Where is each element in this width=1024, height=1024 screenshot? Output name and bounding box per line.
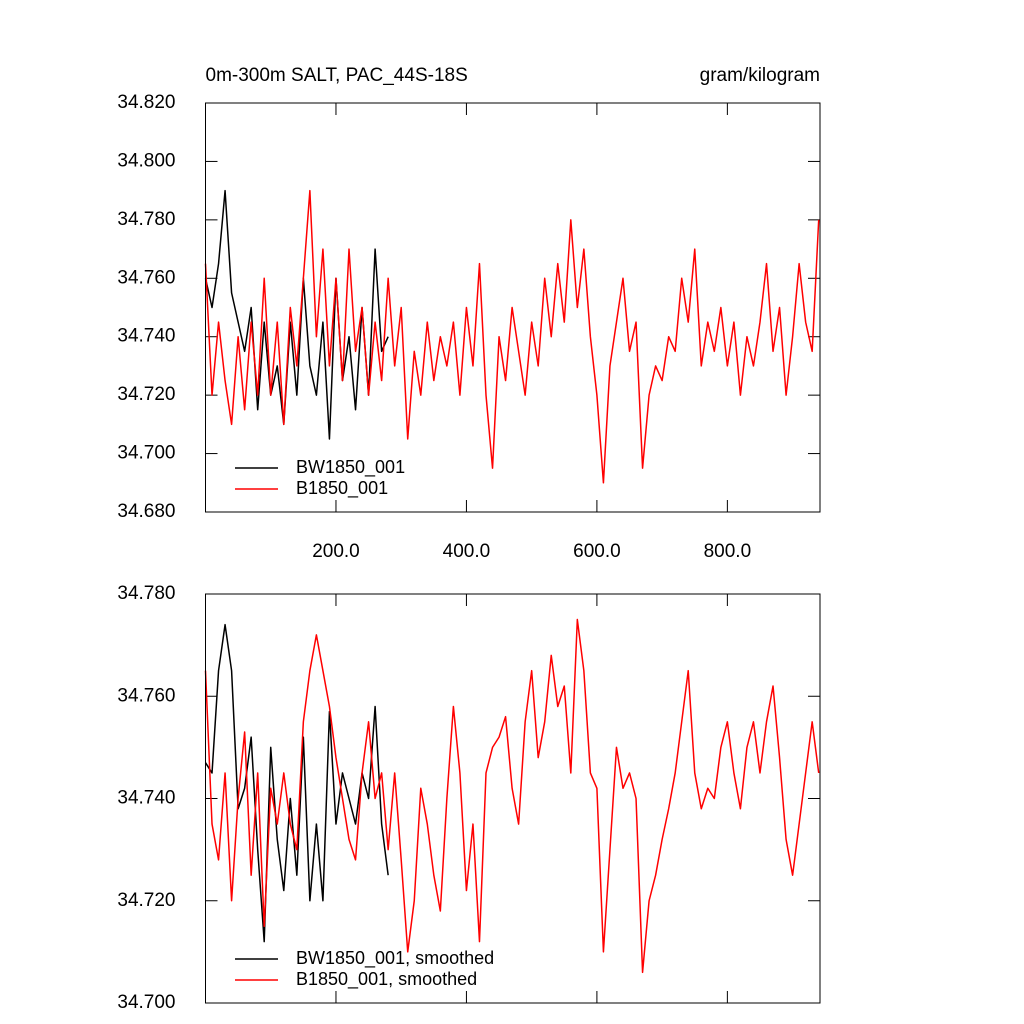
x-tick-label: 600.0 [573, 541, 621, 562]
y-tick-label: 34.760 [117, 267, 175, 288]
x-tick-label: 400.0 [443, 541, 491, 562]
series-line [204, 618, 820, 974]
title: 0m-300m SALT, PAC_44S-18S [206, 65, 468, 86]
units: gram/kilogram [700, 65, 820, 86]
y-tick-label: 34.760 [117, 685, 175, 706]
series-line [204, 189, 389, 440]
y-tick-label: 34.680 [117, 501, 175, 522]
y-tick-label: 34.740 [117, 326, 175, 347]
x-tick-label: 200.0 [312, 541, 360, 562]
y-tick-label: 34.740 [117, 788, 175, 809]
y-tick-label: 34.720 [117, 384, 175, 405]
y-tick-label: 34.780 [117, 583, 175, 604]
y-tick-label: 34.820 [117, 92, 175, 113]
y-tick-label: 34.700 [117, 443, 175, 464]
x-tick-label: 800.0 [704, 541, 752, 562]
series-line [204, 189, 820, 484]
y-tick-label: 34.700 [117, 992, 175, 1013]
legend-label: B1850_001 [296, 478, 388, 499]
legend-label: BW1850_001, smoothed [296, 948, 494, 969]
y-tick-label: 34.800 [117, 150, 175, 171]
y-tick-label: 34.780 [117, 209, 175, 230]
series-line [204, 623, 389, 943]
plot-frame [205, 102, 821, 513]
legend-label: B1850_001, smoothed [296, 969, 477, 990]
legend-label: BW1850_001 [296, 457, 405, 478]
y-tick-label: 34.720 [117, 890, 175, 911]
plot-frame [205, 593, 821, 1004]
